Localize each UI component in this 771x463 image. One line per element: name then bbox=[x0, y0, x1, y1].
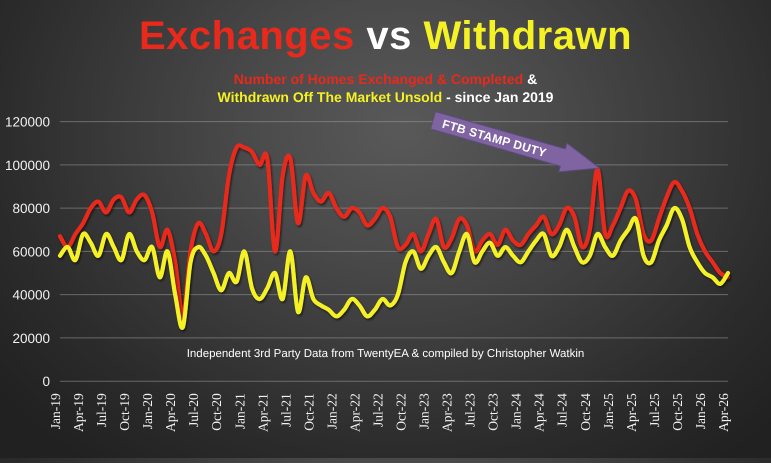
svg-text:Apr-19: Apr-19 bbox=[71, 393, 86, 432]
svg-text:Jan-25: Jan-25 bbox=[601, 393, 616, 429]
svg-text:Jan-20: Jan-20 bbox=[140, 393, 155, 429]
svg-text:Oct-24: Oct-24 bbox=[578, 393, 593, 431]
svg-text:Apr-24: Apr-24 bbox=[532, 393, 547, 432]
svg-text:Jan-19: Jan-19 bbox=[48, 393, 63, 429]
svg-text:40000: 40000 bbox=[12, 288, 50, 303]
svg-text:Jul-23: Jul-23 bbox=[463, 393, 478, 427]
svg-text:Jul-24: Jul-24 bbox=[555, 393, 570, 427]
svg-text:Oct-19: Oct-19 bbox=[117, 393, 132, 431]
svg-text:Apr-21: Apr-21 bbox=[255, 393, 270, 432]
svg-text:Jul-20: Jul-20 bbox=[186, 393, 201, 427]
svg-text:Jan-23: Jan-23 bbox=[417, 393, 432, 429]
svg-text:Apr-25: Apr-25 bbox=[624, 393, 639, 432]
svg-text:Jan-21: Jan-21 bbox=[232, 393, 247, 429]
svg-text:Oct-21: Oct-21 bbox=[301, 393, 316, 431]
svg-text:Jan-22: Jan-22 bbox=[324, 393, 339, 429]
svg-text:Jan-24: Jan-24 bbox=[509, 393, 524, 429]
svg-text:60000: 60000 bbox=[12, 244, 50, 259]
svg-text:Jul-19: Jul-19 bbox=[94, 393, 109, 427]
svg-text:Apr-23: Apr-23 bbox=[440, 393, 455, 432]
svg-text:Jul-25: Jul-25 bbox=[647, 393, 662, 427]
svg-text:Apr-26: Apr-26 bbox=[716, 393, 731, 432]
svg-text:Jul-21: Jul-21 bbox=[278, 393, 293, 427]
svg-text:Jan-26: Jan-26 bbox=[693, 393, 708, 429]
svg-text:Oct-20: Oct-20 bbox=[209, 393, 224, 431]
svg-text:Oct-23: Oct-23 bbox=[486, 393, 501, 431]
svg-text:Jul-22: Jul-22 bbox=[370, 393, 385, 427]
svg-text:Oct-25: Oct-25 bbox=[670, 393, 685, 431]
svg-text:20000: 20000 bbox=[12, 331, 50, 346]
svg-text:80000: 80000 bbox=[12, 201, 50, 216]
svg-text:Oct-22: Oct-22 bbox=[394, 393, 409, 431]
svg-text:Apr-20: Apr-20 bbox=[163, 393, 178, 432]
svg-text:120000: 120000 bbox=[5, 115, 50, 130]
svg-text:100000: 100000 bbox=[5, 158, 50, 173]
svg-text:Apr-22: Apr-22 bbox=[347, 393, 362, 432]
svg-text:0: 0 bbox=[42, 374, 50, 389]
